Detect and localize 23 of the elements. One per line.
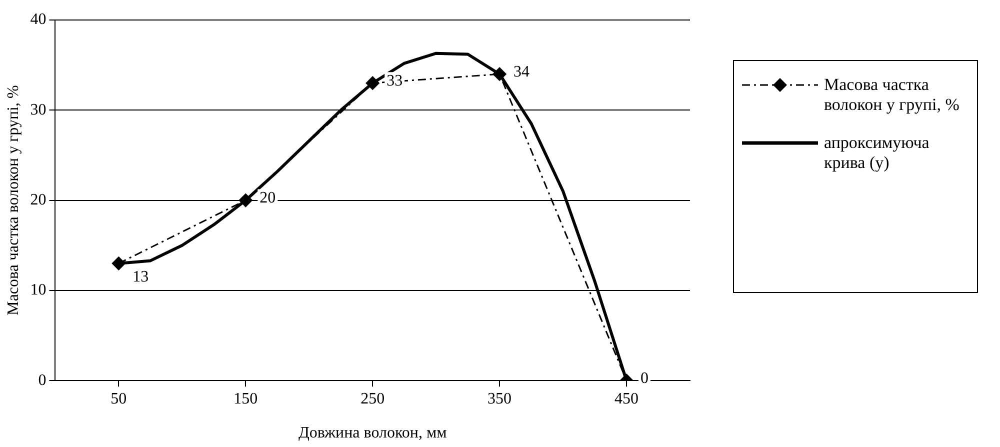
data-label: 20 — [260, 190, 276, 207]
x-tick-label: 450 — [614, 390, 639, 408]
data-label: 33 — [386, 72, 403, 90]
point — [492, 67, 506, 81]
y-tick-label: 40 — [30, 11, 46, 28]
x-axis-title: Довжина волокон, мм — [298, 424, 447, 442]
legend-label: апроксимуюча крива (y) — [824, 133, 930, 173]
y-tick-label: 0 — [38, 372, 46, 389]
y-tick-label: 30 — [30, 101, 46, 118]
y-tick-label: 10 — [30, 282, 46, 299]
x-tick-label: 350 — [488, 390, 512, 408]
data-label: 13 — [132, 268, 149, 286]
x-tick-label: 250 — [360, 390, 385, 408]
data-label: 34 — [514, 63, 530, 80]
point — [366, 76, 380, 90]
point — [112, 256, 126, 270]
x-tick-label: 150 — [234, 390, 258, 408]
y-tick-label: 20 — [30, 192, 46, 209]
legend-label: Масова частка волокон у групі, % — [824, 75, 960, 115]
data-label: 0 — [640, 370, 649, 387]
y-axis-title: Масова частка волокон у групі, % — [4, 85, 22, 316]
point — [238, 194, 252, 208]
x-tick-label: 50 — [110, 390, 127, 408]
